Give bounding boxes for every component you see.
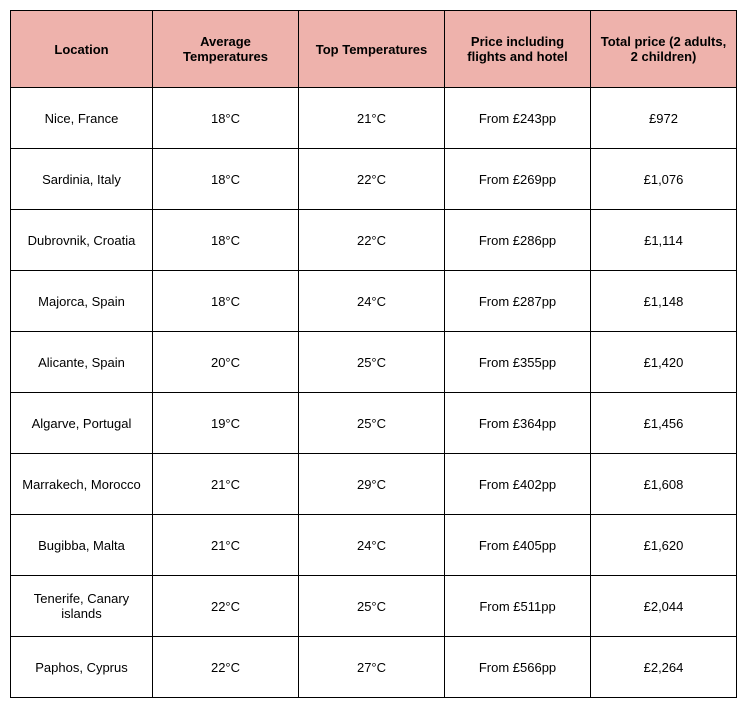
- cell-total: £1,620: [591, 515, 737, 576]
- table-row: Majorca, Spain 18°C 24°C From £287pp £1,…: [11, 271, 737, 332]
- cell-location: Bugibba, Malta: [11, 515, 153, 576]
- cell-avg-temp: 18°C: [153, 271, 299, 332]
- cell-total: £1,114: [591, 210, 737, 271]
- table-body: Nice, France 18°C 21°C From £243pp £972 …: [11, 88, 737, 698]
- cell-avg-temp: 21°C: [153, 454, 299, 515]
- cell-location: Dubrovnik, Croatia: [11, 210, 153, 271]
- table-row: Marrakech, Morocco 21°C 29°C From £402pp…: [11, 454, 737, 515]
- cell-top-temp: 24°C: [299, 515, 445, 576]
- table-row: Dubrovnik, Croatia 18°C 22°C From £286pp…: [11, 210, 737, 271]
- cell-top-temp: 25°C: [299, 332, 445, 393]
- cell-total: £2,044: [591, 576, 737, 637]
- cell-total: £2,264: [591, 637, 737, 698]
- cell-avg-temp: 18°C: [153, 149, 299, 210]
- cell-avg-temp: 21°C: [153, 515, 299, 576]
- cell-top-temp: 22°C: [299, 210, 445, 271]
- cell-total: £1,456: [591, 393, 737, 454]
- cell-price: From £286pp: [445, 210, 591, 271]
- cell-price: From £402pp: [445, 454, 591, 515]
- cell-price: From £269pp: [445, 149, 591, 210]
- cell-location: Tenerife, Canary islands: [11, 576, 153, 637]
- cell-location: Sardinia, Italy: [11, 149, 153, 210]
- cell-location: Algarve, Portugal: [11, 393, 153, 454]
- cell-avg-temp: 19°C: [153, 393, 299, 454]
- cell-top-temp: 25°C: [299, 576, 445, 637]
- cell-location: Paphos, Cyprus: [11, 637, 153, 698]
- col-header-avg-temp: Average Temperatures: [153, 11, 299, 88]
- cell-total: £1,148: [591, 271, 737, 332]
- cell-total: £1,420: [591, 332, 737, 393]
- col-header-top-temp: Top Temperatures: [299, 11, 445, 88]
- table-row: Algarve, Portugal 19°C 25°C From £364pp …: [11, 393, 737, 454]
- cell-location: Marrakech, Morocco: [11, 454, 153, 515]
- cell-top-temp: 25°C: [299, 393, 445, 454]
- table-row: Tenerife, Canary islands 22°C 25°C From …: [11, 576, 737, 637]
- cell-top-temp: 24°C: [299, 271, 445, 332]
- cell-location: Majorca, Spain: [11, 271, 153, 332]
- table-row: Bugibba, Malta 21°C 24°C From £405pp £1,…: [11, 515, 737, 576]
- destinations-table: Location Average Temperatures Top Temper…: [10, 10, 737, 698]
- cell-total: £1,608: [591, 454, 737, 515]
- table-row: Nice, France 18°C 21°C From £243pp £972: [11, 88, 737, 149]
- cell-location: Alicante, Spain: [11, 332, 153, 393]
- cell-avg-temp: 22°C: [153, 576, 299, 637]
- table-row: Alicante, Spain 20°C 25°C From £355pp £1…: [11, 332, 737, 393]
- cell-price: From £566pp: [445, 637, 591, 698]
- cell-top-temp: 27°C: [299, 637, 445, 698]
- table-header: Location Average Temperatures Top Temper…: [11, 11, 737, 88]
- cell-price: From £405pp: [445, 515, 591, 576]
- col-header-location: Location: [11, 11, 153, 88]
- cell-top-temp: 22°C: [299, 149, 445, 210]
- cell-location: Nice, France: [11, 88, 153, 149]
- cell-top-temp: 29°C: [299, 454, 445, 515]
- cell-price: From £355pp: [445, 332, 591, 393]
- col-header-total: Total price (2 adults, 2 children): [591, 11, 737, 88]
- cell-price: From £364pp: [445, 393, 591, 454]
- cell-avg-temp: 18°C: [153, 88, 299, 149]
- cell-avg-temp: 20°C: [153, 332, 299, 393]
- table-row: Paphos, Cyprus 22°C 27°C From £566pp £2,…: [11, 637, 737, 698]
- cell-price: From £243pp: [445, 88, 591, 149]
- cell-avg-temp: 18°C: [153, 210, 299, 271]
- cell-total: £1,076: [591, 149, 737, 210]
- cell-total: £972: [591, 88, 737, 149]
- table-row: Sardinia, Italy 18°C 22°C From £269pp £1…: [11, 149, 737, 210]
- cell-avg-temp: 22°C: [153, 637, 299, 698]
- cell-price: From £287pp: [445, 271, 591, 332]
- col-header-price: Price including flights and hotel: [445, 11, 591, 88]
- cell-price: From £511pp: [445, 576, 591, 637]
- cell-top-temp: 21°C: [299, 88, 445, 149]
